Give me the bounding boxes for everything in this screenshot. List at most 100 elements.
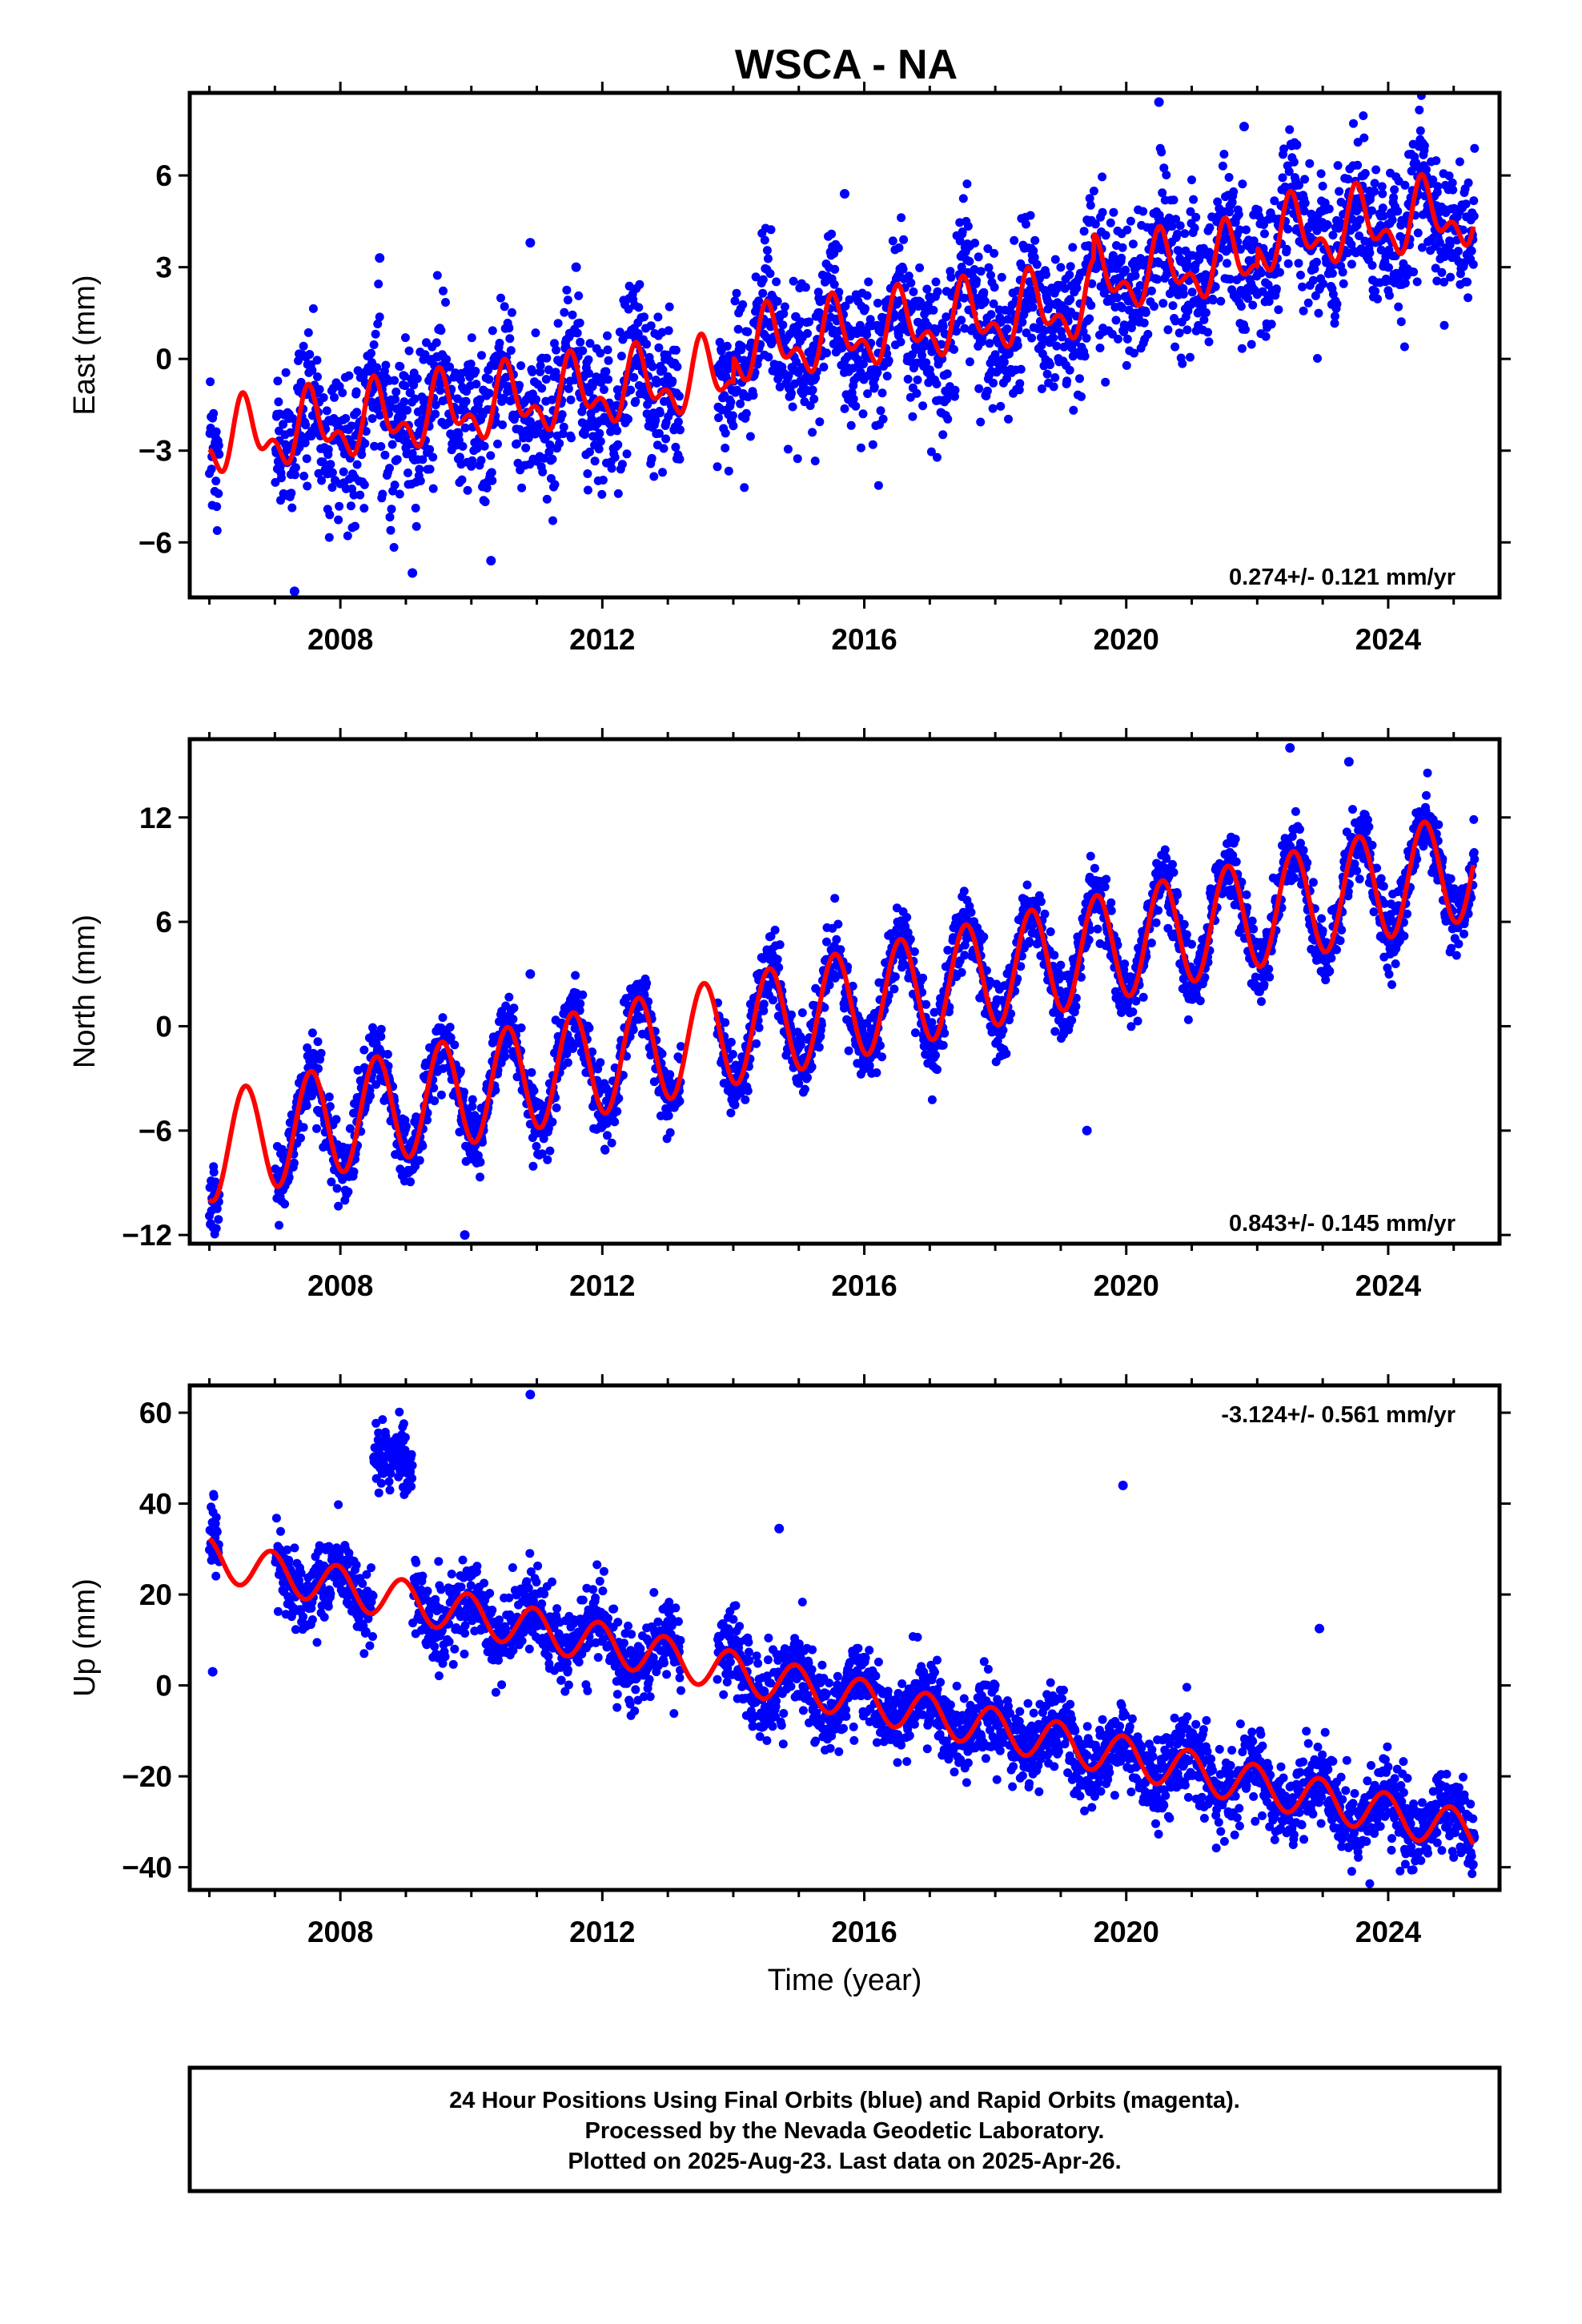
- data-point: [345, 1124, 355, 1133]
- data-point: [932, 380, 942, 388]
- data-point: [411, 504, 420, 513]
- data-point: [1274, 305, 1283, 315]
- data-point: [488, 326, 497, 336]
- data-point: [1058, 332, 1066, 342]
- data-point: [1090, 863, 1099, 873]
- data-point: [508, 1015, 518, 1024]
- data-point: [484, 388, 494, 398]
- data-point: [1469, 196, 1479, 206]
- data-point: [985, 339, 994, 348]
- data-point: [631, 396, 640, 406]
- data-point: [600, 1145, 610, 1155]
- data-point: [1343, 175, 1353, 184]
- data-point: [335, 501, 344, 511]
- data-point: [278, 1144, 287, 1154]
- data-point: [640, 312, 648, 322]
- data-point: [1295, 180, 1303, 190]
- outlier-point: [375, 253, 385, 263]
- data-point: [729, 421, 738, 431]
- data-point: [601, 367, 611, 376]
- data-point: [352, 460, 362, 469]
- y-tick-label: 6: [155, 159, 172, 192]
- data-point: [1455, 157, 1464, 167]
- data-point: [751, 272, 761, 282]
- data-point: [544, 365, 553, 375]
- data-point: [986, 271, 995, 280]
- data-point: [1415, 126, 1425, 135]
- data-point: [1205, 223, 1215, 232]
- data-point: [567, 433, 576, 443]
- data-point: [381, 360, 391, 370]
- data-point: [610, 452, 620, 462]
- data-point: [445, 362, 455, 372]
- data-point: [612, 385, 622, 395]
- data-point: [584, 368, 593, 378]
- data-point: [741, 408, 751, 418]
- y-tick-label: −3: [139, 435, 172, 468]
- data-point: [759, 1006, 769, 1015]
- data-point: [845, 295, 854, 304]
- data-point: [1303, 298, 1313, 308]
- data-point: [516, 1023, 526, 1032]
- data-point: [655, 408, 665, 418]
- data-point: [1260, 229, 1269, 239]
- data-point: [480, 441, 489, 451]
- data-point: [787, 1010, 796, 1019]
- data-point: [300, 438, 310, 448]
- data-point: [943, 414, 953, 424]
- data-point: [959, 887, 969, 896]
- plot-frame: [187, 90, 1502, 600]
- data-point: [355, 490, 365, 500]
- data-point: [583, 469, 592, 478]
- data-point: [1394, 176, 1403, 186]
- data-point: [754, 296, 764, 306]
- data-point: [933, 452, 942, 462]
- data-point: [983, 244, 993, 253]
- data-point: [622, 449, 632, 459]
- data-point: [366, 1091, 375, 1100]
- data-point: [1046, 927, 1055, 936]
- data-point: [1285, 125, 1295, 135]
- data-point: [542, 353, 552, 363]
- y-tick-label: −6: [139, 526, 172, 559]
- data-point: [780, 302, 789, 312]
- data-point: [745, 432, 755, 441]
- data-point: [1216, 296, 1226, 306]
- data-point: [275, 1220, 283, 1230]
- data-point: [1463, 277, 1472, 287]
- data-point: [456, 375, 465, 384]
- data-point: [889, 984, 899, 994]
- data-point: [585, 447, 594, 456]
- data-point: [958, 227, 967, 236]
- data-point: [913, 375, 922, 384]
- data-point: [1186, 207, 1195, 216]
- data-point: [938, 322, 948, 332]
- data-point: [730, 1100, 740, 1110]
- data-point: [1355, 231, 1364, 240]
- data-point: [946, 272, 956, 282]
- data-point: [1213, 197, 1223, 207]
- data-point: [1068, 243, 1078, 252]
- data-point: [764, 352, 773, 362]
- data-point: [326, 460, 335, 469]
- data-point: [596, 1058, 605, 1068]
- data-point: [1062, 376, 1072, 386]
- data-point: [343, 531, 352, 541]
- data-point: [476, 1157, 485, 1167]
- data-point: [212, 1204, 222, 1213]
- data-point: [726, 1108, 736, 1118]
- data-point: [418, 455, 428, 464]
- data-point: [1028, 303, 1038, 312]
- data-point: [877, 388, 887, 398]
- data-point: [338, 388, 347, 397]
- data-point: [303, 328, 313, 337]
- data-point: [724, 466, 733, 476]
- data-point: [346, 501, 355, 511]
- data-point: [1100, 883, 1110, 891]
- data-point: [367, 348, 375, 358]
- data-point: [999, 357, 1009, 367]
- data-point: [560, 308, 569, 317]
- data-point: [1130, 271, 1140, 280]
- data-point: [466, 360, 476, 368]
